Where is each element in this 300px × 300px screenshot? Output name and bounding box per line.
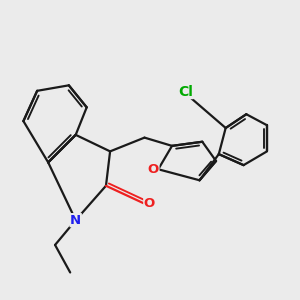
Text: O: O bbox=[144, 197, 155, 210]
Text: O: O bbox=[148, 163, 159, 176]
Text: Cl: Cl bbox=[178, 85, 193, 98]
Text: N: N bbox=[70, 214, 81, 227]
